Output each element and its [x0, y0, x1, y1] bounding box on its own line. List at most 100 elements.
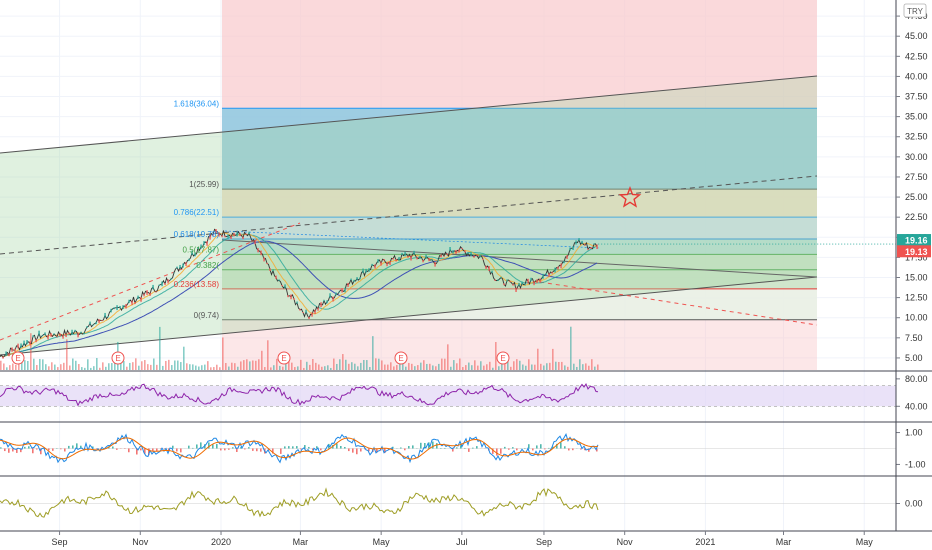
macd-hist-bar: [336, 443, 338, 449]
candle: [113, 307, 115, 310]
volume-bar: [123, 360, 125, 370]
volume-bar: [423, 360, 425, 370]
trendline-dashed-up: [0, 222, 301, 341]
candle: [62, 334, 64, 339]
macd-hist-bar: [492, 448, 494, 454]
candle: [266, 262, 268, 265]
candle: [593, 243, 595, 245]
volume-bar: [315, 362, 317, 370]
trendline-dashed-down: [539, 281, 818, 326]
candle: [278, 279, 280, 281]
volume-bar: [114, 362, 116, 370]
candle: [587, 248, 589, 251]
candle: [104, 312, 106, 318]
candle: [503, 283, 505, 286]
candle: [428, 258, 430, 262]
macd-tick-label: -1.00: [905, 459, 926, 469]
candle: [161, 281, 163, 287]
volume-bar: [567, 366, 569, 370]
candle: [185, 262, 187, 266]
volume-bar: [519, 360, 521, 370]
price-tag-box-0: [897, 234, 931, 247]
candle: [491, 270, 493, 273]
earnings-marker-label-1: E: [115, 354, 120, 363]
candle: [164, 282, 166, 285]
candle: [383, 259, 385, 261]
candle: [368, 268, 370, 272]
macd-hist-bar: [60, 448, 62, 450]
candle: [212, 234, 214, 236]
macd-hist-bar: [232, 447, 234, 449]
volume-bar: [42, 359, 44, 370]
volume-bar: [30, 333, 32, 370]
volume-bar: [228, 366, 230, 370]
candle: [596, 244, 598, 250]
candle: [431, 259, 433, 261]
candle: [116, 305, 118, 311]
candle: [281, 285, 283, 287]
macd-hist-bar: [44, 448, 46, 450]
volume-bar: [564, 365, 566, 370]
macd-hist-bar: [280, 448, 282, 454]
volume-bar: [336, 363, 338, 370]
volume-bar: [366, 360, 368, 370]
volume-bar: [210, 367, 212, 370]
volume-bar: [426, 363, 428, 370]
volume-bar: [156, 364, 158, 370]
volume-bar: [264, 367, 266, 370]
candle: [77, 332, 79, 338]
macd-hist-bar: [28, 446, 30, 449]
macd-hist-bar: [4, 448, 6, 452]
macd-hist-bar: [424, 443, 426, 449]
candle: [275, 275, 277, 279]
candle: [20, 343, 22, 348]
macd-hist-bar: [252, 448, 254, 451]
volume-bars: [0, 326, 599, 370]
volume-bar: [474, 360, 476, 370]
macd-hist-bar: [96, 448, 98, 450]
volume-bar: [39, 358, 41, 370]
candle: [416, 256, 418, 260]
volume-bar: [411, 363, 413, 370]
volume-bar: [585, 363, 587, 370]
volume-bar: [417, 365, 419, 370]
volume-bar: [225, 362, 227, 370]
time-tick-label: May: [373, 537, 391, 547]
time-tick-label: Mar: [776, 537, 792, 547]
volume-bar: [24, 360, 26, 370]
candle: [332, 296, 334, 302]
candle: [74, 329, 76, 332]
macd-hist-bar: [272, 448, 274, 454]
macd-hist-bar: [580, 448, 582, 450]
candle: [419, 255, 421, 259]
volume-bar: [231, 362, 233, 370]
candle: [263, 257, 265, 262]
candle: [137, 295, 139, 299]
macd-hist-bar: [464, 447, 466, 449]
macd-hist-bar: [0, 447, 2, 449]
candle: [542, 273, 544, 279]
macd-hist-bar: [596, 448, 598, 452]
volume-bar: [282, 366, 284, 370]
candle: [335, 292, 337, 296]
macd-hist-bar: [368, 448, 370, 452]
volume-bar: [141, 361, 143, 370]
volume-bar: [471, 365, 473, 370]
volume-bar: [450, 366, 452, 370]
earnings-marker-label-3: E: [398, 354, 403, 363]
volume-bar: [294, 367, 296, 370]
volume-bar: [528, 359, 530, 370]
macd-hist-bar: [528, 444, 530, 449]
volume-bar: [147, 364, 149, 370]
volume-bar: [150, 364, 152, 370]
volume-bar: [48, 366, 50, 370]
currency-badge-box[interactable]: [903, 3, 927, 18]
candle: [401, 252, 403, 255]
volume-bar: [462, 367, 464, 370]
macd-hist-bar: [540, 444, 542, 449]
macd-hist-bar: [472, 447, 474, 449]
volume-bar: [546, 363, 548, 370]
candle: [119, 305, 121, 309]
currency-badge[interactable]: TRY: [907, 7, 924, 16]
